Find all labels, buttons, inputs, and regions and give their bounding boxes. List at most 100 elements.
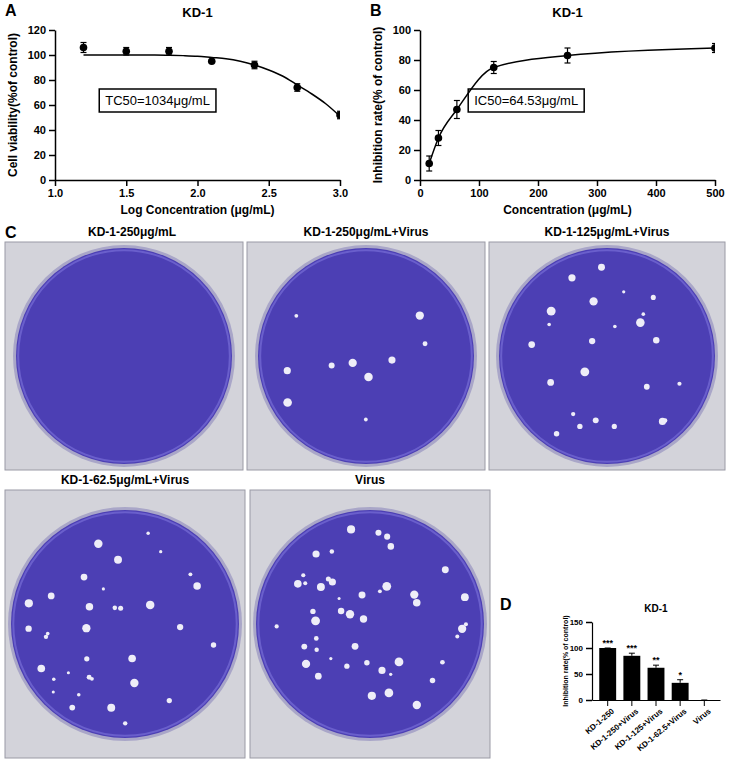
- y-axis-line: [420, 31, 422, 181]
- y-axis-tick-label: 80: [34, 74, 46, 86]
- y-axis-tick-mark: [414, 150, 420, 152]
- bar: [672, 683, 689, 700]
- well-edge: [260, 250, 472, 462]
- plaque: [211, 642, 216, 647]
- x-axis-tick: 500: [706, 180, 724, 199]
- y-axis-tick-mark: [49, 30, 55, 32]
- point: [122, 47, 130, 55]
- x-axis-tick-label: 300: [588, 187, 606, 199]
- y-axis-tick: 80: [399, 54, 420, 66]
- plaque: [589, 297, 597, 305]
- y-axis-tick-mark: [49, 130, 55, 132]
- error-bar: [629, 653, 635, 656]
- plaque: [312, 550, 319, 557]
- y-axis-tick: 60: [34, 99, 55, 111]
- y-axis-tick: 40: [399, 114, 420, 126]
- x-axis-tick-mark: [340, 180, 342, 186]
- plaque: [389, 673, 392, 676]
- plaque: [528, 341, 535, 348]
- error-bar: [653, 665, 659, 668]
- y-axis-tick: 80: [34, 74, 55, 86]
- plate-frame: [247, 242, 485, 470]
- x-axis-tick: 2.0: [190, 180, 205, 199]
- plaque: [326, 576, 331, 581]
- error-bar-line: [712, 43, 715, 44]
- x-axis-tick-mark: [126, 180, 128, 186]
- plaque: [385, 689, 394, 698]
- x-axis-tick-mark: [597, 180, 599, 186]
- plot-area: [599, 648, 707, 700]
- plaque: [294, 314, 298, 318]
- error-bar-line: [454, 100, 460, 101]
- error-bar-line: [712, 52, 715, 53]
- x-axis-tick-mark: [715, 180, 717, 186]
- plaques: [528, 264, 681, 437]
- significance-label: *: [678, 670, 682, 680]
- error-bar-line: [491, 61, 497, 62]
- plaque: [547, 323, 551, 327]
- plaque: [375, 530, 381, 536]
- plaque: [329, 657, 332, 660]
- y-axis-tick: 0: [40, 174, 55, 186]
- panel-label: B: [370, 2, 382, 19]
- point: [564, 52, 572, 60]
- error-bar-line: [435, 130, 441, 131]
- plaque: [310, 609, 315, 614]
- well-edge: [13, 512, 236, 735]
- plaque: [311, 616, 320, 625]
- plaque: [123, 721, 127, 725]
- x-axis-line: [421, 180, 716, 182]
- plaque: [423, 341, 428, 346]
- bar: [623, 656, 640, 700]
- plaques: [283, 311, 427, 421]
- plaque: [330, 549, 335, 554]
- plaque: [113, 606, 118, 611]
- well: [16, 248, 232, 464]
- error-bar: [81, 43, 87, 53]
- plaque: [94, 539, 102, 547]
- x-axis-tick-mark: [656, 180, 658, 186]
- plaque: [382, 582, 391, 591]
- plaque: [107, 704, 115, 712]
- plaque: [84, 656, 89, 661]
- plaque: [82, 624, 90, 632]
- y-axis-tick-mark: [586, 648, 592, 650]
- x-axis-tick: 100: [470, 180, 488, 199]
- y-axis-tick-label: 100: [570, 644, 584, 653]
- x-axis-tick: 2.5: [262, 180, 277, 199]
- annotation: TC50=1034μg/mL: [105, 93, 210, 108]
- plaque: [283, 398, 292, 407]
- plaque: [338, 597, 341, 600]
- plaque: [577, 424, 582, 429]
- plaque: [388, 543, 395, 550]
- plaque: [580, 367, 589, 376]
- plate-title: Virus: [355, 473, 385, 487]
- x-axis-tick: 200: [529, 180, 547, 199]
- x-axis-tick-mark: [269, 180, 271, 186]
- plate-title: KD-1-62.5μg/mL+Virus: [61, 473, 189, 487]
- plaque: [338, 608, 345, 615]
- y-axis-tick-mark: [586, 700, 592, 702]
- error-bar: [712, 44, 715, 53]
- x-axis-tick-mark: [538, 180, 540, 186]
- y-axis-tick-mark: [49, 105, 55, 107]
- y-axis-tick: 150: [570, 618, 592, 627]
- y-axis-title: Inhibition rate(% of control): [371, 27, 385, 184]
- plaque: [388, 357, 395, 364]
- x-axis-tick-label: 2.0: [190, 187, 205, 199]
- x-axis: KD-1-250KD-1-250+VirusKD-1-125+VirusKD-1…: [584, 700, 721, 753]
- x-axis-tick: 400: [647, 180, 665, 199]
- y-axis-tick: 20: [34, 149, 55, 161]
- plaque: [128, 655, 136, 663]
- plot-area: [425, 44, 715, 172]
- y-axis-tick-mark: [49, 180, 55, 182]
- plate-frame: [250, 490, 490, 758]
- x-axis-tick-label: KD-1-62.5+Virus: [636, 706, 689, 753]
- plaque: [464, 622, 468, 626]
- y-axis-tick-label: 0: [40, 174, 46, 186]
- significance-label: ***: [627, 643, 638, 653]
- plaque: [130, 679, 138, 687]
- error-bar-line: [426, 155, 432, 156]
- plaque: [159, 550, 162, 553]
- y-axis-tick: 20: [399, 144, 420, 156]
